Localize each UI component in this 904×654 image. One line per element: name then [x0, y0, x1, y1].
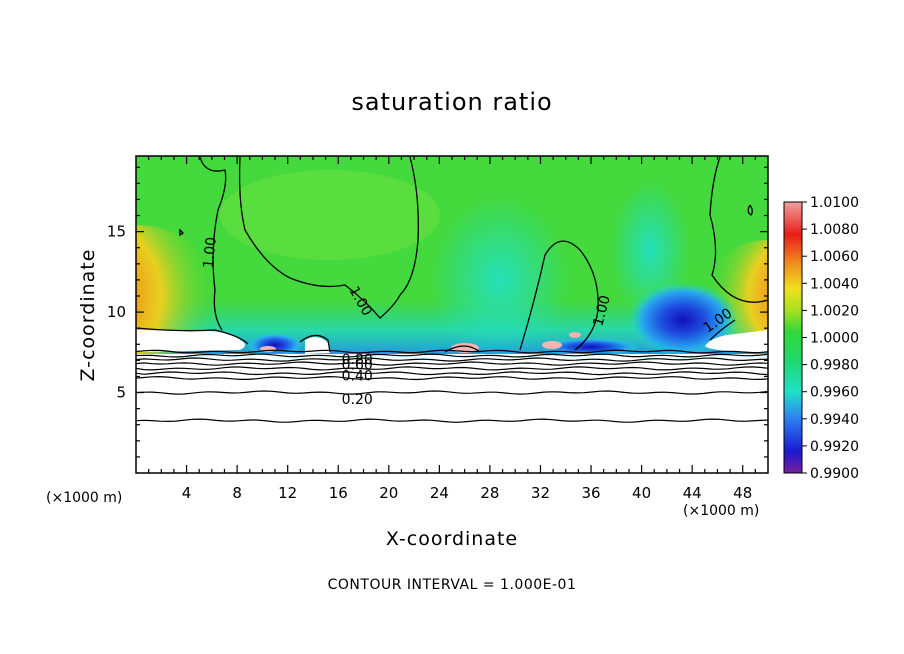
x-tick-label: 12 [278, 484, 297, 502]
contour-1-right [709, 156, 768, 303]
colorbar-label: 0.9900 [810, 466, 859, 482]
y-tick-label: 15 [107, 223, 126, 241]
contour-line-z2 [135, 357, 769, 362]
x-axis-label: X-coordinate [385, 528, 519, 550]
pink-patch-3 [542, 341, 562, 349]
colorbar-label: 0.9940 [810, 412, 859, 428]
colorbar-label: 1.0060 [810, 249, 859, 265]
contour-small-1 [179, 228, 185, 237]
x-tick-label: 32 [531, 484, 550, 502]
colorbar-labels: 1.0100 1.0080 1.0060 1.0040 1.0020 1.0000 0.99… [802, 195, 859, 482]
x-unit-label-right: (×1000 m) [683, 503, 760, 519]
contour-1-right-small [709, 319, 736, 341]
contour-1-left [199, 156, 227, 331]
contour-label-4: 0.80 [342, 352, 373, 368]
chart-title: saturation ratio [351, 88, 553, 116]
contour-line-z0 [135, 349, 769, 354]
contour-small-2 [747, 204, 753, 216]
contour-line-z4 [135, 366, 769, 371]
horizontal-contours [135, 349, 769, 423]
x-tick-label: 36 [581, 484, 600, 502]
pink-patch-4 [569, 332, 581, 338]
colorbar-label: 1.0080 [810, 222, 859, 238]
contour-interval-note: CONTOUR INTERVAL = 1.000E-01 [327, 577, 577, 593]
x-tick-label: 20 [379, 484, 398, 502]
y-tick-label: 5 [116, 384, 126, 402]
x-tick-label: 24 [430, 484, 449, 502]
colorbar-label: 1.0040 [810, 276, 859, 292]
contour-line-z1 [135, 353, 769, 358]
x-tick-label: 4 [182, 484, 192, 502]
contour-labels: 1.001.001.001.000.800.600.400.20 [201, 236, 736, 408]
contour-label-7: 0.20 [342, 392, 373, 408]
x-unit-label-left: (×1000 m) [46, 490, 123, 506]
contour-label-0: 1.00 [201, 236, 220, 269]
colorbar-label: 1.0100 [810, 195, 859, 211]
contour-line-z7 [135, 390, 769, 395]
colorbar-label: 1.0000 [810, 331, 859, 347]
x-tick-label: 48 [733, 484, 752, 502]
contour-line-z3 [135, 361, 769, 366]
contour-1-center-lobe [519, 240, 599, 351]
axis-ticks [136, 156, 768, 473]
moist-region-top [220, 170, 440, 260]
colorbar [783, 201, 803, 474]
colorbar-label: 0.9960 [810, 385, 859, 401]
contour-line-z5 [135, 371, 769, 376]
contour-line-z8 [135, 418, 769, 423]
colorbar-label: 1.0020 [810, 303, 859, 319]
clear-patch-right [705, 330, 768, 352]
clear-patch-mid [305, 337, 330, 354]
colorbar-label: 0.9980 [810, 358, 859, 374]
contour-1-big-lobe [238, 156, 419, 319]
x-tick-label: 8 [232, 484, 242, 502]
clear-patch-left [136, 330, 245, 352]
moist-plume-center [430, 195, 570, 365]
contour-label-2: 1.00 [590, 294, 614, 328]
x-tick-label: 40 [632, 484, 651, 502]
contour-label-6: 0.40 [342, 369, 373, 385]
x-tick-label: 44 [683, 484, 702, 502]
x-tick-label: 28 [480, 484, 499, 502]
y-axis-label: Z-coordinate [77, 248, 99, 382]
contour-line-z6 [135, 375, 769, 381]
y-tick-label: 10 [107, 303, 126, 321]
colorbar-label: 0.9920 [810, 439, 859, 455]
subsaturated-left [247, 333, 303, 357]
contour-label-5: 0.60 [342, 357, 373, 373]
x-tick-label: 16 [329, 484, 348, 502]
